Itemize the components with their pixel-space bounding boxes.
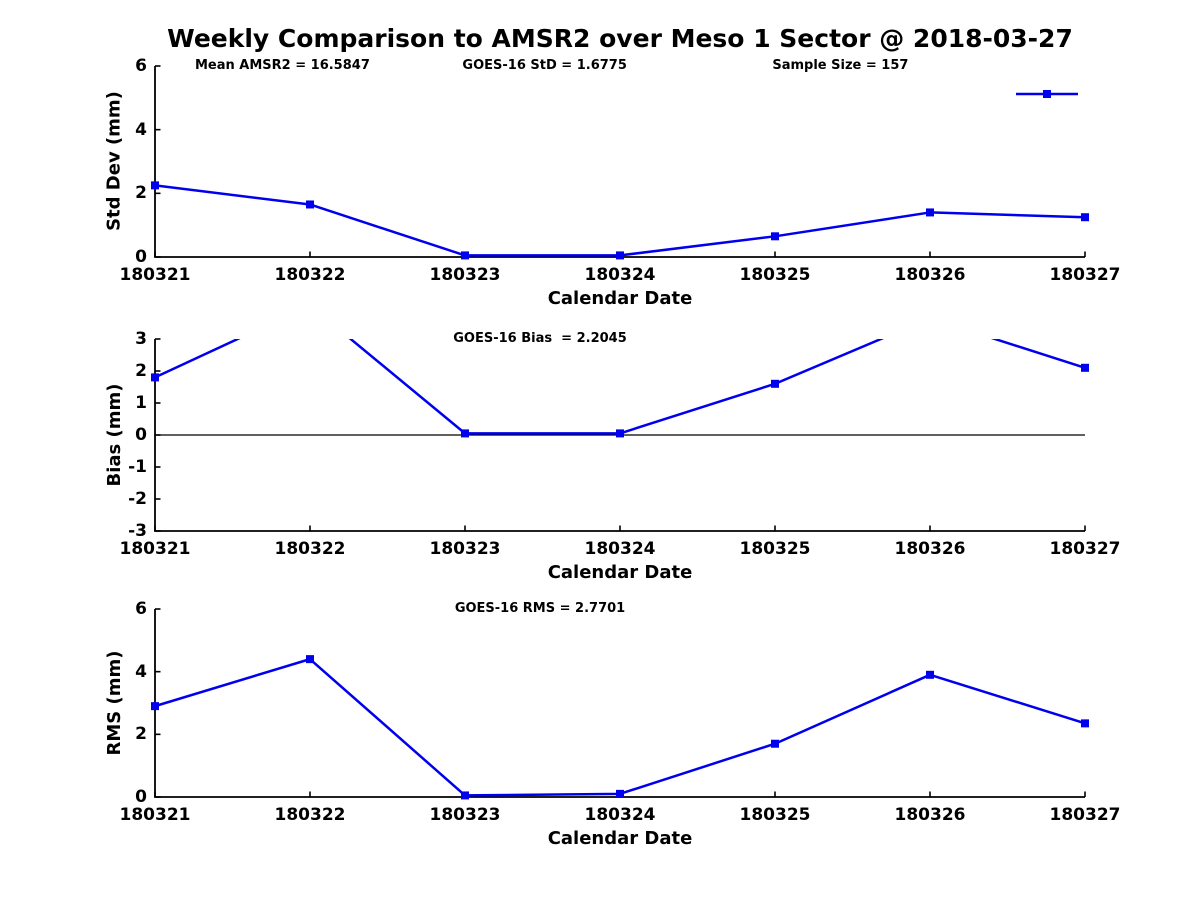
rms-y-axis-label: RMS (mm) (104, 650, 125, 756)
x-tick-label: 180327 (1049, 805, 1121, 825)
x-tick-label: 180323 (429, 265, 501, 285)
y-tick-label: -1 (128, 457, 147, 477)
annotation: Mean AMSR2 = 16.5847 (194, 58, 370, 73)
y-tick-label: 6 (135, 599, 147, 619)
figure-title: Weekly Comparison to AMSR2 over Meso 1 S… (167, 24, 1073, 53)
x-tick-label: 180323 (429, 539, 501, 559)
x-tick-label: 180325 (739, 539, 811, 559)
annotation: Sample Size = 157 (772, 58, 909, 73)
y-tick-label: 1 (135, 393, 147, 413)
y-tick-label: 2 (135, 361, 147, 381)
x-tick-label: 180321 (119, 539, 191, 559)
bias-x-axis-label: Calendar Date (547, 562, 693, 583)
x-tick-label: 180322 (274, 805, 346, 825)
bias-plot (151, 338, 1089, 532)
x-tick-label: 180322 (274, 265, 346, 285)
x-tick-label: 180327 (1049, 539, 1121, 559)
x-tick-label: 180324 (584, 539, 656, 559)
stddev-y-axis-label: Std Dev (mm) (103, 91, 125, 231)
x-tick-label: 180321 (119, 265, 191, 285)
x-tick-label: 180324 (584, 805, 656, 825)
x-tick-label: 180324 (584, 265, 656, 285)
y-tick-label: 6 (135, 56, 147, 76)
x-tick-label: 180326 (894, 539, 966, 559)
legend-line-marker-icon (1016, 90, 1078, 98)
y-tick-label: 4 (135, 119, 147, 140)
bias-y-axis-label: Bias (mm) (104, 383, 125, 487)
y-tick-label: -2 (128, 489, 147, 509)
x-tick-label: 180326 (894, 265, 966, 285)
y-tick-label: 4 (135, 661, 147, 682)
x-tick-label: 180321 (119, 805, 191, 825)
annotation: GOES-16 Bias = 2.2045 (453, 331, 627, 346)
y-tick-label: 2 (135, 183, 147, 204)
y-tick-label: 0 (135, 425, 147, 445)
x-tick-label: 180322 (274, 539, 346, 559)
stddev-plot (151, 65, 1089, 260)
x-tick-label: 180323 (429, 805, 501, 825)
legend: GOES-16 (1016, 80, 1200, 108)
rms-plot (151, 608, 1089, 800)
stddev-x-axis-label: Calendar Date (547, 288, 693, 309)
rms-x-axis-label: Calendar Date (547, 828, 693, 849)
y-tick-label: 0 (135, 247, 147, 267)
annotation: GOES-16 StD = 1.6775 (462, 58, 627, 73)
x-tick-label: 180327 (1049, 265, 1121, 285)
y-tick-label: 3 (135, 329, 147, 349)
annotation: GOES-16 RMS = 2.7701 (454, 601, 626, 616)
y-tick-label: 2 (135, 724, 147, 745)
x-tick-label: 180326 (894, 805, 966, 825)
x-tick-label: 180325 (739, 805, 811, 825)
y-tick-label: 0 (135, 787, 147, 807)
x-tick-label: 180325 (739, 265, 811, 285)
y-tick-label: -3 (128, 521, 147, 541)
